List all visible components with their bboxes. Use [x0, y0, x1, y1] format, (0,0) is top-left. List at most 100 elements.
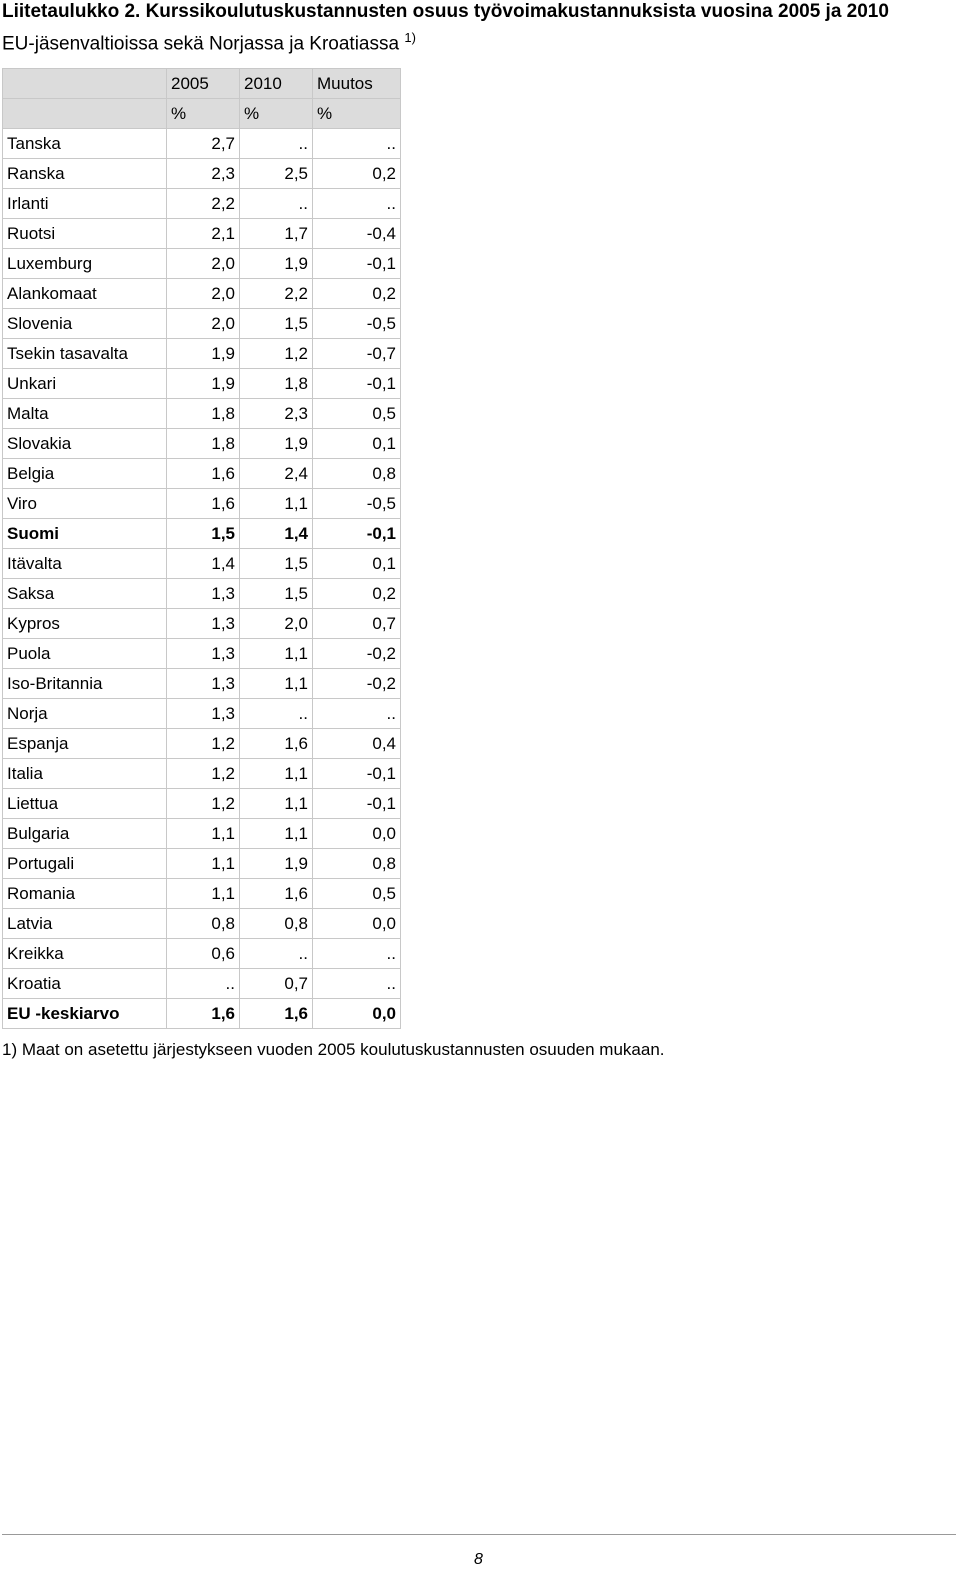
value-cell: 1,7 [239, 218, 313, 249]
footer-rule [2, 1534, 956, 1535]
header-cell: % [166, 98, 240, 129]
header-cell [2, 98, 167, 129]
value-cell: 1,2 [166, 788, 240, 819]
value-cell: 1,9 [239, 248, 313, 279]
header-row: 2005 2010 Muutos [2, 68, 401, 99]
country-cell: Suomi [2, 518, 167, 549]
table-row: EU -keskiarvo 1,6 1,6 0,0 [2, 998, 401, 1029]
country-cell: Itävalta [2, 548, 167, 579]
value-cell: 1,3 [166, 578, 240, 609]
value-cell: 1,3 [166, 608, 240, 639]
value-cell: 0,0 [312, 818, 401, 849]
value-cell: 2,7 [166, 128, 240, 159]
country-cell: Belgia [2, 458, 167, 489]
value-cell: -0,1 [312, 368, 401, 399]
country-cell: Kroatia [2, 968, 167, 999]
title-note: 1) [404, 30, 416, 45]
table-row: Saksa 1,3 1,5 0,2 [2, 578, 401, 609]
value-cell: -0,5 [312, 488, 401, 519]
value-cell: 1,6 [166, 998, 240, 1029]
country-cell: Slovakia [2, 428, 167, 459]
table-row: Puola 1,3 1,1 -0,2 [2, 638, 401, 669]
value-cell: 0,0 [312, 908, 401, 939]
table-row: Viro 1,6 1,1 -0,5 [2, 488, 401, 519]
value-cell: 2,1 [166, 218, 240, 249]
value-cell: 2,0 [239, 608, 313, 639]
value-cell: 1,6 [239, 878, 313, 909]
table-row: Portugali 1,1 1,9 0,8 [2, 848, 401, 879]
page-number: 8 [474, 1551, 483, 1568]
value-cell: 1,1 [239, 788, 313, 819]
value-cell: 1,1 [239, 758, 313, 789]
country-cell: Alankomaat [2, 278, 167, 309]
value-cell: 1,3 [166, 638, 240, 669]
country-cell: Irlanti [2, 188, 167, 219]
table-row: Iso-Britannia 1,3 1,1 -0,2 [2, 668, 401, 699]
header-cell: % [239, 98, 313, 129]
value-cell: 1,2 [166, 728, 240, 759]
value-cell: 2,2 [166, 188, 240, 219]
table-row: Suomi 1,5 1,4 -0,1 [2, 518, 401, 549]
value-cell: .. [166, 968, 240, 999]
value-cell: 0,1 [312, 548, 401, 579]
value-cell: 1,1 [166, 878, 240, 909]
value-cell: 1,3 [166, 698, 240, 729]
subtitle-text: EU-jäsenvaltioissa sekä Norjassa ja Kroa… [2, 33, 400, 55]
value-cell: 0,8 [312, 848, 401, 879]
table-row: Kypros 1,3 2,0 0,7 [2, 608, 401, 639]
country-cell: Malta [2, 398, 167, 429]
value-cell: -0,2 [312, 638, 401, 669]
table-row: Slovakia 1,8 1,9 0,1 [2, 428, 401, 459]
country-cell: Italia [2, 758, 167, 789]
value-cell: 1,5 [239, 308, 313, 339]
country-cell: Norja [2, 698, 167, 729]
value-cell: 1,9 [239, 848, 313, 879]
value-cell: 2,0 [166, 308, 240, 339]
value-cell: -0,1 [312, 758, 401, 789]
value-cell: .. [312, 188, 401, 219]
value-cell: 1,2 [166, 758, 240, 789]
table-row: Itävalta 1,4 1,5 0,1 [2, 548, 401, 579]
country-cell: Bulgaria [2, 818, 167, 849]
table-row: Tanska 2,7.... [2, 128, 401, 159]
value-cell: 0,2 [312, 158, 401, 189]
value-cell: 1,1 [166, 818, 240, 849]
value-cell: 1,9 [166, 368, 240, 399]
country-cell: Tsekin tasavalta [2, 338, 167, 369]
table-row: Irlanti 2,2.... [2, 188, 401, 219]
value-cell: 1,6 [239, 728, 313, 759]
value-cell: -0,5 [312, 308, 401, 339]
value-cell: 0,4 [312, 728, 401, 759]
value-cell: 1,5 [166, 518, 240, 549]
value-cell: -0,1 [312, 248, 401, 279]
table-row: Liettua 1,2 1,1 -0,1 [2, 788, 401, 819]
header-cell: Muutos [312, 68, 401, 99]
value-cell: .. [239, 698, 313, 729]
country-cell: Ruotsi [2, 218, 167, 249]
value-cell: 1,8 [166, 398, 240, 429]
table-row: Unkari 1,9 1,8 -0,1 [2, 368, 401, 399]
value-cell: 1,9 [166, 338, 240, 369]
table-row: Bulgaria 1,1 1,1 0,0 [2, 818, 401, 849]
value-cell: -0,4 [312, 218, 401, 249]
value-cell: 1,6 [239, 998, 313, 1029]
table-row: Norja 1,3.... [2, 698, 401, 729]
table-row: Belgia 1,6 2,4 0,8 [2, 458, 401, 489]
country-cell: Kypros [2, 608, 167, 639]
table-row: Latvia 0,8 0,8 0,0 [2, 908, 401, 939]
value-cell: 1,1 [239, 488, 313, 519]
table-row: Espanja 1,2 1,6 0,4 [2, 728, 401, 759]
value-cell: -0,1 [312, 518, 401, 549]
header-cell: 2005 [166, 68, 240, 99]
table-row: Alankomaat 2,0 2,2 0,2 [2, 278, 401, 309]
value-cell: 0,8 [166, 908, 240, 939]
value-cell: 0,2 [312, 278, 401, 309]
table-row: Kreikka 0,6.... [2, 938, 401, 969]
value-cell: 2,3 [239, 398, 313, 429]
value-cell: 0,1 [312, 428, 401, 459]
header-cell: 2010 [239, 68, 313, 99]
value-cell: 1,5 [239, 548, 313, 579]
subtitle: EU-jäsenvaltioissa sekä Norjassa ja Kroa… [2, 30, 416, 55]
table-row: Tsekin tasavalta 1,9 1,2 -0,7 [2, 338, 401, 369]
value-cell: .. [239, 938, 313, 969]
